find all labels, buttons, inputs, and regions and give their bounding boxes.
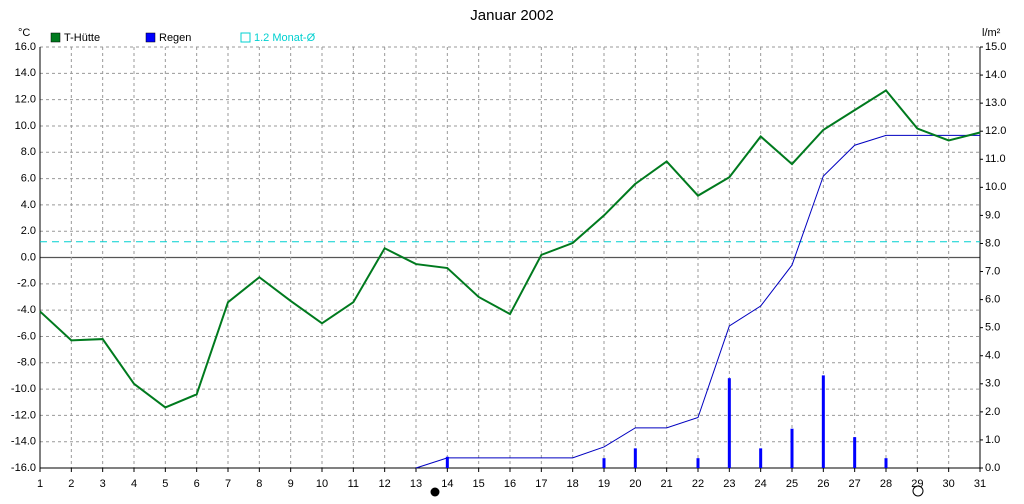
x-tick-label: 28 [880,478,892,490]
rain-bar [633,448,637,468]
x-tick-label: 11 [348,478,359,490]
y2-tick-label: 9.0 [985,209,1000,221]
x-tick-label: 13 [410,478,422,490]
x-tick-label: 21 [661,478,673,490]
y-tick-label: 12.0 [15,94,36,106]
legend-label: 1.2 Monat-Ø [254,32,316,44]
chart-title: Januar 2002 [470,7,553,24]
x-tick-label: 25 [786,478,798,490]
x-tick-label: 15 [473,478,485,490]
y2-tick-label: 6.0 [985,294,1000,306]
temperature-line [39,89,981,409]
x-tick-label: 12 [379,478,391,490]
rain-bar [727,378,731,468]
x-tick-label: 23 [723,478,735,490]
y-tick-label: -14.0 [11,436,36,448]
y-tick-label: 14.0 [15,67,36,79]
x-tick-label: 10 [316,478,328,490]
rain-bar [696,458,700,468]
x-tick-label: 1 [37,478,43,490]
x-tick-label: 20 [629,478,641,490]
legend-swatch [145,32,156,43]
y-tick-label: 0.0 [21,251,36,263]
y2-axis-label: l/m² [982,27,1001,39]
y-tick-label: -4.0 [17,304,36,316]
x-tick-label: 22 [692,478,704,490]
x-tick-label: 8 [256,478,262,490]
rain-total-line [415,134,980,469]
y-tick-label: 8.0 [21,146,36,158]
x-tick-label: 19 [598,478,610,490]
rain-bar [759,448,763,468]
y-tick-label: -8.0 [17,357,36,369]
y-tick-label: 6.0 [21,172,36,184]
x-tick-label: 5 [162,478,168,490]
y-axis-label: °C [18,27,30,39]
y-tick-label: 16.0 [15,41,36,53]
y-tick-label: -12.0 [11,409,36,421]
y2-tick-label: 11.0 [985,153,1006,165]
x-tick-label: 29 [911,478,923,490]
x-tick-label: 9 [288,478,294,490]
y-tick-label: -6.0 [17,330,36,342]
y-tick-label: 2.0 [21,225,36,237]
x-tick-label: 4 [131,478,137,490]
legend-swatch [50,32,61,43]
y-tick-label: -10.0 [11,383,36,395]
x-tick-label: 18 [567,478,579,490]
y2-tick-label: 1.0 [985,434,1000,446]
x-tick-label: 30 [943,478,955,490]
x-tick-label: 17 [535,478,547,490]
x-tick-label: 24 [755,478,767,490]
y2-tick-label: 8.0 [985,237,1000,249]
x-tick-label: 6 [194,478,200,490]
x-tick-label: 2 [68,478,74,490]
y2-tick-label: 0.0 [985,462,1000,474]
x-tick-label: 26 [817,478,829,490]
x-tick-label: 27 [849,478,861,490]
rain-bar [790,428,794,468]
legend-swatch [240,32,251,43]
x-tick-label: 14 [441,478,453,490]
rain-bar [602,458,606,468]
y2-tick-label: 3.0 [985,378,1000,390]
legend-label: T-Hütte [64,32,100,44]
x-tick-label: 7 [225,478,231,490]
y2-tick-label: 15.0 [985,41,1006,53]
rain-bar [884,458,888,468]
y2-tick-label: 14.0 [985,69,1006,81]
x-tick-label: 31 [974,478,986,490]
y2-tick-label: 10.0 [985,181,1006,193]
y2-tick-label: 7.0 [985,265,1000,277]
y2-tick-label: 5.0 [985,322,1000,334]
y2-tick-label: 4.0 [985,350,1000,362]
y2-tick-label: 12.0 [985,125,1006,137]
rain-bar [853,437,857,468]
x-tick-label: 16 [504,478,516,490]
y-tick-label: 10.0 [15,120,36,132]
rain-bar [445,456,449,468]
y-tick-label: 4.0 [21,199,36,211]
y2-tick-label: 2.0 [985,406,1000,418]
legend-label: Regen [159,32,191,44]
new-moon-icon [430,487,440,497]
rain-bar [821,375,825,468]
y-tick-label: -2.0 [17,278,36,290]
y-tick-label: -16.0 [11,462,36,474]
x-tick-label: 3 [100,478,106,490]
y2-tick-label: 13.0 [985,97,1006,109]
full-moon-icon [912,485,924,497]
